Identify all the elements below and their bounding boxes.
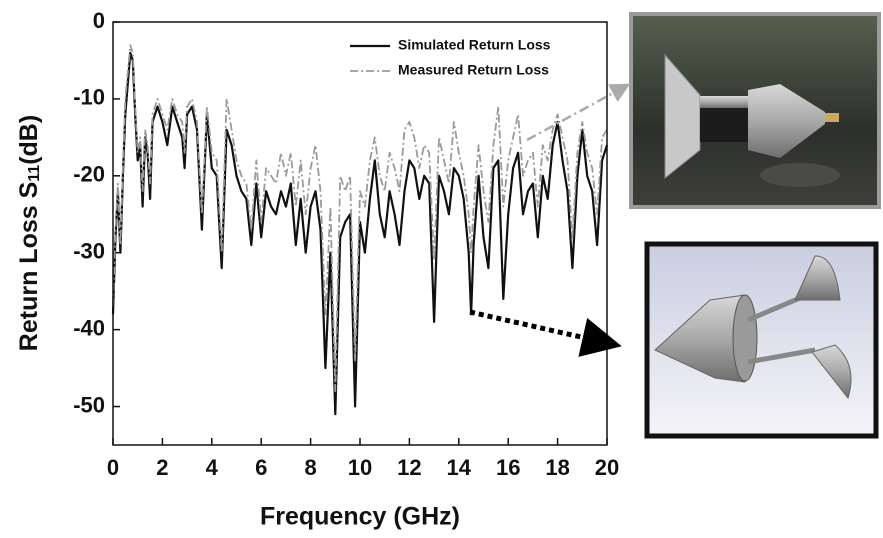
y-axis-label-sub: 11	[26, 165, 43, 182]
y-axis-label: Return Loss S11(dB)	[15, 115, 44, 351]
y-tick-label: -20	[73, 162, 105, 187]
y-tick-label: -30	[73, 239, 105, 264]
plot-frame	[112, 21, 608, 446]
x-tick-label: 20	[595, 455, 619, 480]
simulation-model	[644, 241, 879, 439]
y-tick-label: -10	[73, 85, 105, 110]
legend-label: Measured Return Loss	[398, 62, 549, 78]
photo-arrow	[526, 83, 631, 142]
legend-label: Simulated Return Loss	[398, 37, 551, 53]
plot-area: 0 2 4 6 8 10 12 14 16 18 20 0 -10 -20 -30 -40 -50 Simulat…	[73, 8, 619, 480]
x-tick-label: 2	[156, 455, 168, 480]
x-axis-label: Frequency (GHz)	[260, 503, 460, 531]
x-tick-label: 4	[206, 455, 219, 480]
x-tick-label: 16	[496, 455, 520, 480]
prototype-photo	[629, 12, 881, 209]
x-tick-label: 12	[397, 455, 421, 480]
y-tick-label: -40	[73, 315, 105, 340]
y-tick-label: -50	[73, 392, 105, 417]
x-tick-label: 18	[545, 455, 569, 480]
x-tick-label: 6	[255, 455, 267, 480]
x-tick-label: 8	[304, 455, 316, 480]
series-line	[111, 51, 609, 416]
y-axis-label-unit: (dB)	[15, 115, 43, 165]
x-tick-label: 10	[348, 455, 372, 480]
x-tick-label: 0	[107, 455, 119, 480]
model-arrow	[469, 309, 622, 357]
y-tick-label: 0	[93, 8, 105, 33]
y-axis-label-main: Return Loss S	[15, 182, 43, 351]
x-tick-label: 14	[447, 455, 472, 480]
series-line	[112, 44, 608, 393]
